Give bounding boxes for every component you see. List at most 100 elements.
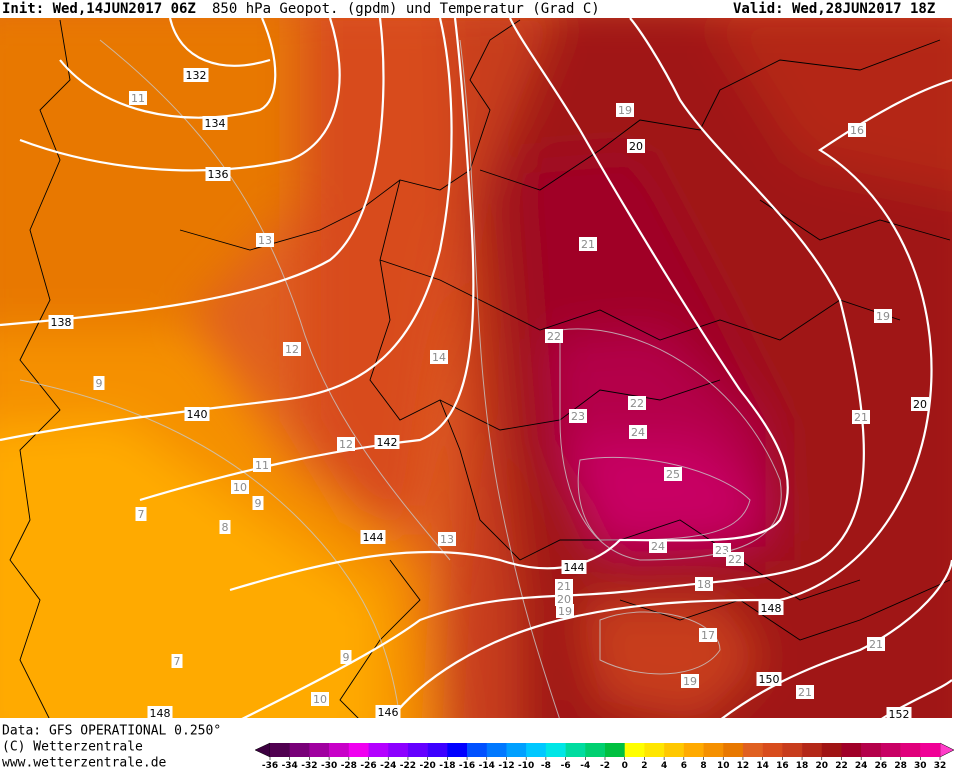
valid-time: Valid: Wed,28JUN2017 18Z <box>733 1 935 17</box>
colorbar-swatch <box>880 743 901 757</box>
website: www.wetterzentrale.de <box>2 756 167 770</box>
geopotential-label-box <box>48 315 74 329</box>
temperature-label-box <box>171 654 183 668</box>
colorbar-tick-label: -32 <box>301 761 317 770</box>
temperature-label: 25 <box>666 468 680 481</box>
geopotential-label-box <box>756 672 782 686</box>
geopotential-label: 138 <box>51 316 72 329</box>
geopotential-label: 20 <box>913 398 927 411</box>
temperature-label-box <box>569 409 587 423</box>
temperature-label: 24 <box>651 540 665 553</box>
colorbar-swatch <box>309 743 330 757</box>
temperature-label: 19 <box>876 310 890 323</box>
colorbar-tick-label: -24 <box>380 761 396 770</box>
colorbar-swatch <box>821 743 842 757</box>
temperature-label: 13 <box>440 533 454 546</box>
colorbar-swatch <box>861 743 882 757</box>
temperature-label: 19 <box>683 675 697 688</box>
geopotential-label-box <box>561 560 587 574</box>
temperature-label-box <box>556 604 574 618</box>
colorbar-swatch <box>526 743 547 757</box>
colorbar: -36 -34 -32 -30 -28 -26 -24 -22 -20 -18 -16 -14 -12-… <box>254 742 955 770</box>
temperature-label-box <box>430 350 448 364</box>
colorbar-swatch <box>624 743 645 757</box>
temperature-label-box <box>629 425 647 439</box>
colorbar-tick-label: 24 <box>855 761 868 770</box>
colorbar-tick-label: 14 <box>756 761 769 770</box>
colorbar-tick-label: -2 <box>600 761 610 770</box>
colorbar-swatch <box>900 743 921 757</box>
temperature-label-box <box>231 480 249 494</box>
temperature-label-box <box>555 579 573 593</box>
temperature-label-box <box>874 309 892 323</box>
temperature-label-box <box>545 329 563 343</box>
temperature-label-box <box>867 637 885 651</box>
temperature-label-box <box>337 437 355 451</box>
temperature-label-box <box>796 685 814 699</box>
colorbar-tick-label: -10 <box>518 761 534 770</box>
temperature-label: 10 <box>233 481 247 494</box>
colorbar-tick-label: -36 <box>262 761 278 770</box>
geopotential-label: 150 <box>759 673 780 686</box>
temperature-label-box <box>252 496 264 510</box>
geopotential-label: 144 <box>564 561 585 574</box>
temperature-label: 13 <box>258 234 272 247</box>
colorbar-tick-label: -22 <box>400 761 416 770</box>
colorbar-swatch <box>644 743 665 757</box>
geopotential-label: 136 <box>208 168 229 181</box>
coastlines <box>9 19 951 720</box>
temperature-label-box <box>848 123 866 137</box>
copyright: (C) Wetterzentrale <box>2 740 143 755</box>
colorbar-tick-label: -30 <box>321 761 337 770</box>
temperature-label: 22 <box>630 397 644 410</box>
colorbar-tick-label: -26 <box>360 761 376 770</box>
colorbar-tick-label: -6 <box>561 761 571 770</box>
colorbar-tick-label: -20 <box>420 761 436 770</box>
temperature-label: 21 <box>557 580 571 593</box>
colorbar-swatch <box>585 743 606 757</box>
geopotential-label-box <box>184 407 210 421</box>
temperature-label-box <box>438 532 456 546</box>
geopotential-label-box <box>911 397 929 411</box>
geopotential-label: 134 <box>205 117 226 130</box>
colorbar-tick-label: 16 <box>776 761 789 770</box>
header-bg <box>0 0 955 18</box>
temperature-label: 7 <box>138 508 145 521</box>
colorbar-swatch <box>447 743 468 757</box>
colorbar-swatch <box>762 743 783 757</box>
init-time: Init: Wed,14JUN2017 06Z <box>2 1 196 17</box>
colorbar-tick-label: -12 <box>498 761 514 770</box>
colorbar-tick-label: -16 <box>459 761 475 770</box>
temperature-label-box <box>219 520 231 534</box>
colorbar-swatch <box>467 743 488 757</box>
temperature-label: 7 <box>174 655 181 668</box>
geopotential-label-box <box>202 116 228 130</box>
colorbar-tick-label: -14 <box>479 761 495 770</box>
colorbar-swatch <box>486 743 507 757</box>
temperature-label-box <box>616 103 634 117</box>
temperature-label: 21 <box>869 638 883 651</box>
temperature-label-box <box>93 376 105 390</box>
colorbar-swatch <box>565 743 586 757</box>
temperature-label-box <box>256 233 274 247</box>
temperature-label: 8 <box>222 521 229 534</box>
temperature-label-box <box>628 396 646 410</box>
geopotential-label: 148 <box>150 707 171 720</box>
geopotential-label: 152 <box>889 708 910 721</box>
temperature-label: 22 <box>547 330 561 343</box>
temperature-label: 10 <box>313 693 327 706</box>
geopotential-label-box <box>374 435 400 449</box>
temperature-label: 9 <box>255 497 262 510</box>
geopotential-label: 140 <box>187 408 208 421</box>
colorbar-tick-label: -4 <box>580 761 590 770</box>
temperature-label: 12 <box>339 438 353 451</box>
colorbar-swatch <box>802 743 823 757</box>
temperature-label-box <box>555 592 573 606</box>
data-source: Data: GFS OPERATIONAL 0.250° <box>2 724 221 739</box>
temperature-label: 23 <box>715 544 729 557</box>
temperature-label: 18 <box>697 578 711 591</box>
colorbar-tick-label: -28 <box>341 761 357 770</box>
geopotential-label: 148 <box>761 602 782 615</box>
colorbar-swatch <box>683 743 704 757</box>
